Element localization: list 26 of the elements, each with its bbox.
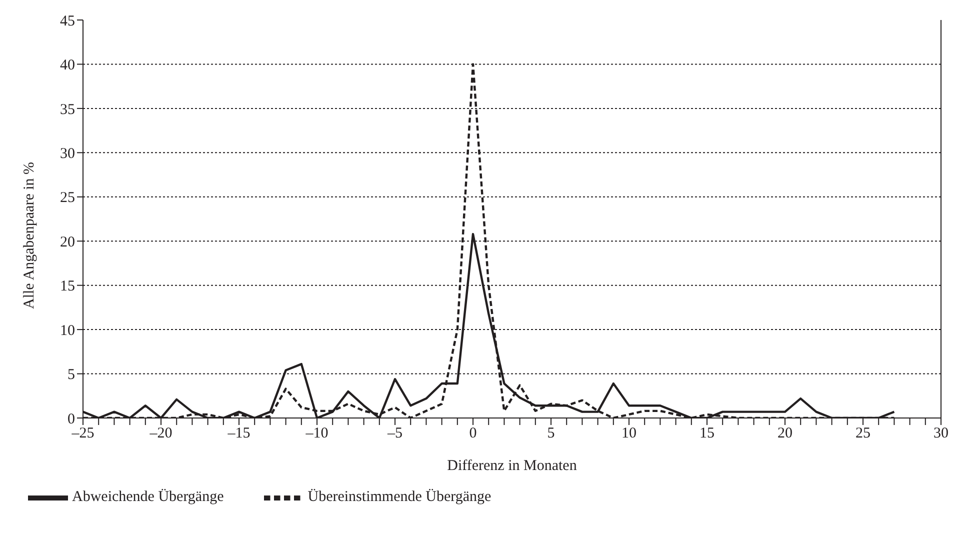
x-tick-label: –10 xyxy=(304,426,328,442)
x-tick-label: 0 xyxy=(469,426,477,442)
y-axis-title: Alle Angabenpaare in % xyxy=(21,162,38,309)
legend-label: Übereinstimmende Übergänge xyxy=(308,489,492,506)
x-tick-label: 10 xyxy=(622,426,636,442)
y-tick-label: 15 xyxy=(60,278,75,295)
x-tick-label: 5 xyxy=(547,426,555,442)
y-tick-label: 5 xyxy=(68,367,75,384)
x-axis-title: Differenz in Monaten xyxy=(447,458,578,474)
x-tick-label: 15 xyxy=(700,426,714,442)
x-tick-label: –15 xyxy=(226,426,250,442)
x-tick-label: 20 xyxy=(778,426,792,442)
x-tick-label: –25 xyxy=(70,426,94,442)
x-tick-label: –20 xyxy=(148,426,172,442)
y-tick-label: 35 xyxy=(60,102,75,118)
y-tick-label: 20 xyxy=(60,234,75,250)
y-tick-label: 10 xyxy=(60,322,75,339)
x-tick-label: 25 xyxy=(856,426,870,442)
y-tick-label: 0 xyxy=(68,411,75,428)
y-tick-label: 40 xyxy=(60,58,75,74)
x-tick-label: 30 xyxy=(934,426,948,442)
y-tick-label: 25 xyxy=(60,190,75,206)
y-tick-label: 45 xyxy=(60,13,75,30)
y-tick-label: 30 xyxy=(60,146,75,162)
x-tick-label: –5 xyxy=(386,426,402,442)
legend-label: Abweichende Übergänge xyxy=(72,489,224,506)
